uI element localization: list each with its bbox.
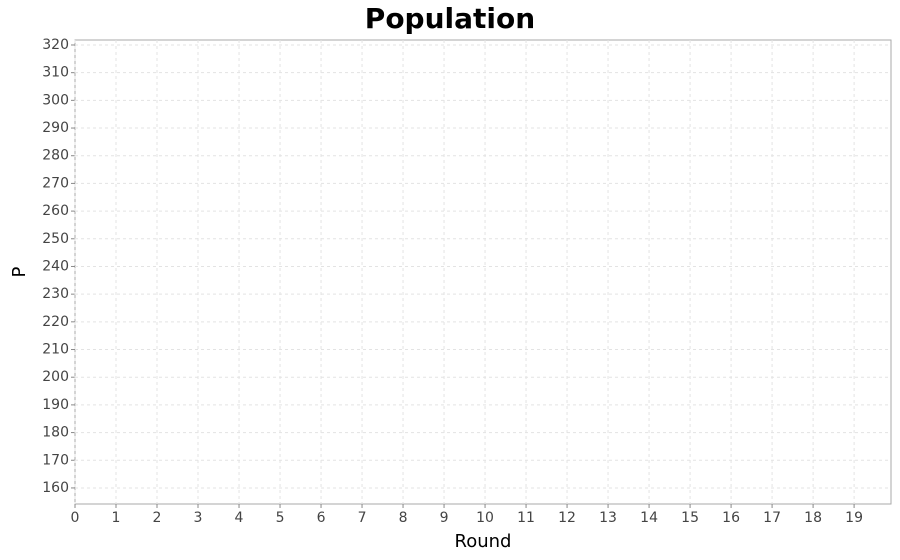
y-tick-label: 250	[42, 231, 69, 247]
x-axis-label: Round	[455, 531, 512, 552]
y-tick-label: 260	[42, 203, 69, 219]
y-tick-label: 240	[42, 258, 69, 274]
y-tick-label: 270	[42, 175, 69, 191]
x-tick-label: 7	[358, 510, 367, 526]
x-tick-label: 14	[640, 510, 658, 526]
x-tick-label: 5	[276, 510, 285, 526]
x-tick-label: 15	[681, 510, 699, 526]
x-tick-label: 16	[722, 510, 740, 526]
y-tick-label: 190	[42, 397, 69, 413]
x-tick-label: 11	[517, 510, 535, 526]
x-tick-label: 18	[804, 510, 822, 526]
x-tick-label: 13	[599, 510, 617, 526]
x-tick-label: 10	[476, 510, 494, 526]
x-tick-label: 8	[399, 510, 408, 526]
x-tick-label: 19	[845, 510, 863, 526]
x-tick-label: 3	[194, 510, 203, 526]
x-tick-label: 0	[71, 510, 80, 526]
y-tick-label: 290	[42, 120, 69, 136]
plot-area	[74, 39, 892, 505]
chart-title: Population	[365, 2, 535, 35]
y-tick-label: 170	[42, 452, 69, 468]
y-tick-label: 280	[42, 148, 69, 164]
y-tick-label: 230	[42, 286, 69, 302]
y-tick-label: 180	[42, 425, 69, 441]
x-tick-label: 17	[763, 510, 781, 526]
y-tick-label: 300	[42, 92, 69, 108]
x-tick-label: 1	[112, 510, 121, 526]
x-tick-label: 12	[558, 510, 576, 526]
x-tick-label: 9	[440, 510, 449, 526]
y-tick-label: 220	[42, 314, 69, 330]
y-tick-label: 160	[42, 480, 69, 496]
y-tick-label: 210	[42, 342, 69, 358]
y-tick-label: 320	[42, 37, 69, 53]
x-tick-label: 6	[317, 510, 326, 526]
y-tick-label: 310	[42, 65, 69, 81]
y-axis-label: P	[9, 266, 30, 277]
x-tick-label: 4	[235, 510, 244, 526]
y-tick-label: 200	[42, 369, 69, 385]
x-tick-label: 2	[153, 510, 162, 526]
